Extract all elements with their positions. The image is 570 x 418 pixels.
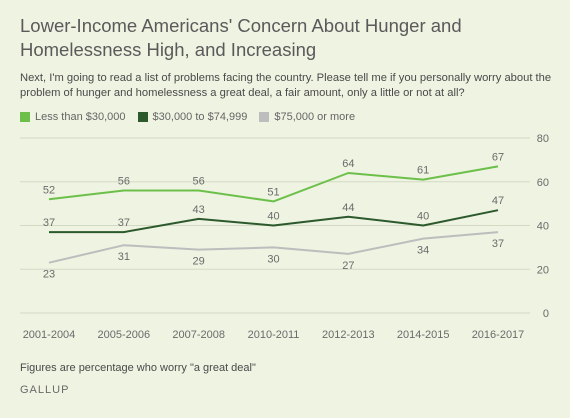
data-label-high-income-0: 23 (43, 269, 55, 281)
source-logo: GALLUP (20, 384, 70, 396)
data-label-low-income-3: 51 (267, 186, 279, 198)
chart-title: Lower-Income Americans' Concern About Hu… (20, 15, 462, 60)
y-tick-label-60: 60 (537, 177, 549, 189)
legend: Less than $30,000 $30,000 to $74,999 $75… (20, 110, 367, 124)
data-label-middle-income-3: 40 (267, 211, 279, 223)
legend-label-middle-income: $30,000 to $74,999 (152, 111, 248, 123)
legend-label-low-income: Less than $30,000 (35, 111, 126, 123)
data-label-low-income-2: 56 (193, 176, 205, 188)
legend-label-high-income: $75,000 or more (274, 111, 356, 123)
x-tick-label-4: 2012-2013 (322, 329, 375, 341)
data-label-high-income-5: 34 (417, 245, 429, 257)
data-label-low-income-6: 67 (492, 151, 504, 163)
data-label-low-income-1: 56 (118, 176, 130, 188)
data-label-high-income-3: 30 (267, 253, 279, 265)
data-label-low-income-0: 52 (43, 184, 55, 196)
x-tick-label-1: 2005-2006 (98, 329, 151, 341)
data-label-high-income-1: 31 (118, 251, 130, 263)
series-line-middle-income (49, 209, 499, 234)
legend-swatch-high-income (259, 112, 270, 122)
series-line-high-income (48, 231, 499, 264)
data-label-middle-income-5: 40 (417, 211, 429, 223)
series-line-low-income (48, 165, 499, 203)
data-label-middle-income-1: 37 (118, 217, 130, 229)
legend-item-low-income: Less than $30,000 (20, 111, 126, 123)
legend-swatch-middle-income (137, 112, 148, 122)
x-tick-label-5: 2014-2015 (397, 329, 450, 341)
data-label-middle-income-4: 44 (342, 202, 354, 214)
y-tick-label-80: 80 (537, 133, 549, 145)
legend-item-middle-income: $30,000 to $74,999 (137, 111, 248, 123)
x-tick-label-6: 2016-2017 (472, 329, 525, 341)
y-tick-label-0: 0 (543, 308, 549, 320)
y-tick-label-20: 20 (537, 264, 549, 276)
data-label-middle-income-2: 43 (193, 204, 205, 216)
y-tick-label-40: 40 (537, 221, 549, 233)
x-tick-label-2: 2007-2008 (172, 329, 225, 341)
chart-subtitle: Next, I'm going to read a list of proble… (20, 72, 552, 99)
data-label-middle-income-6: 47 (492, 195, 504, 207)
footnote: Figures are percentage who worry "a grea… (20, 362, 256, 374)
legend-item-high-income: $75,000 or more (259, 111, 355, 123)
x-tick-label-3: 2010-2011 (248, 329, 300, 341)
data-label-high-income-2: 29 (193, 256, 205, 268)
data-label-middle-income-0: 37 (43, 217, 55, 229)
data-label-low-income-4: 64 (342, 158, 354, 170)
line-chart: 0 20 40 60 80 2001-2004 2005-2006 2007-2008 2010… (20, 133, 549, 341)
data-label-low-income-5: 61 (417, 165, 429, 177)
data-label-high-income-6: 37 (492, 238, 504, 250)
x-tick-label-0: 2001-2004 (23, 329, 76, 341)
data-label-high-income-4: 27 (342, 260, 354, 272)
legend-swatch-low-income (20, 112, 30, 122)
